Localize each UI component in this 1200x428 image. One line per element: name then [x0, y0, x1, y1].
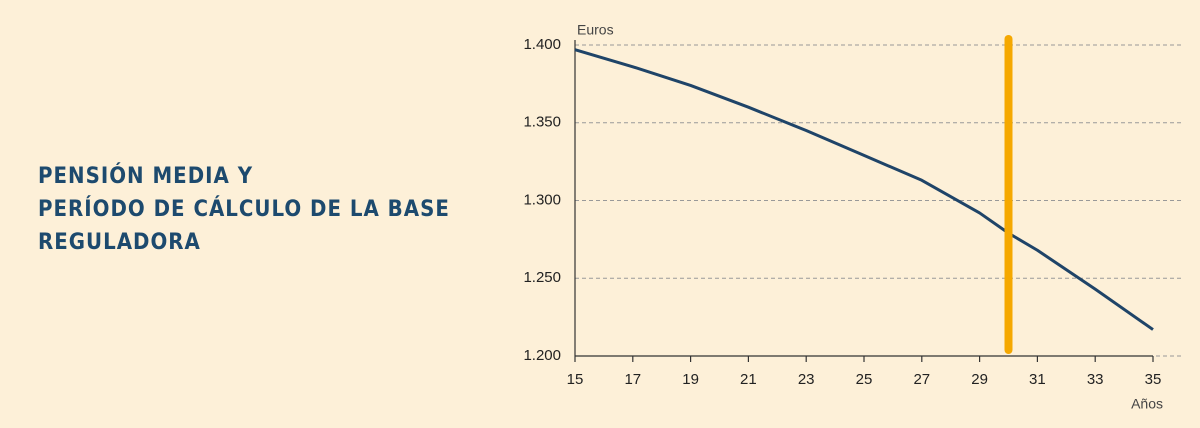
x-tick-label: 35 [1145, 371, 1162, 388]
y-tick-label: 1.400 [523, 36, 561, 53]
x-tick-label: 23 [798, 371, 815, 388]
x-tick-label: 17 [624, 371, 641, 388]
y-tick-label: 1.300 [523, 191, 561, 208]
y-tick-label: 1.350 [523, 114, 561, 131]
data-line [574, 48, 1154, 331]
title-line: PERÍODO DE CÁLCULO DE LA BASE [38, 196, 450, 222]
x-tick-label: 29 [971, 371, 988, 388]
y-tick-label: 1.250 [523, 269, 561, 286]
x-tick-label: 33 [1087, 371, 1104, 388]
x-tick-label: 27 [913, 371, 930, 388]
x-tick-label: 25 [856, 371, 873, 388]
x-tick-label: 21 [740, 371, 757, 388]
x-axis-title: Años [1131, 396, 1163, 412]
x-tick-label: 19 [682, 371, 699, 388]
title-line: PENSIÓN MEDIA Y [38, 163, 253, 189]
x-tick-label: 15 [567, 371, 584, 388]
title: PENSIÓN MEDIA Y PERÍODO DE CÁLCULO DE LA… [38, 163, 450, 255]
y-tick-label: 1.200 [523, 347, 561, 364]
title-line: REGULADORA [38, 230, 201, 255]
y-axis-title: Euros [577, 22, 614, 38]
x-tick-label: 31 [1029, 371, 1046, 388]
